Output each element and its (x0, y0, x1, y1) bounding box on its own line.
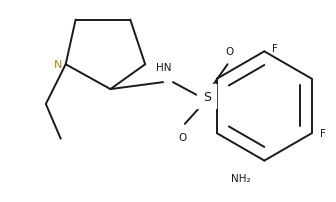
Text: F: F (320, 129, 326, 139)
Text: O: O (225, 47, 234, 57)
Text: HN: HN (156, 63, 172, 73)
Text: S: S (203, 90, 211, 103)
Text: NH₂: NH₂ (231, 173, 251, 183)
Text: N: N (53, 60, 62, 70)
Text: O: O (179, 132, 187, 142)
Text: F: F (272, 44, 278, 54)
